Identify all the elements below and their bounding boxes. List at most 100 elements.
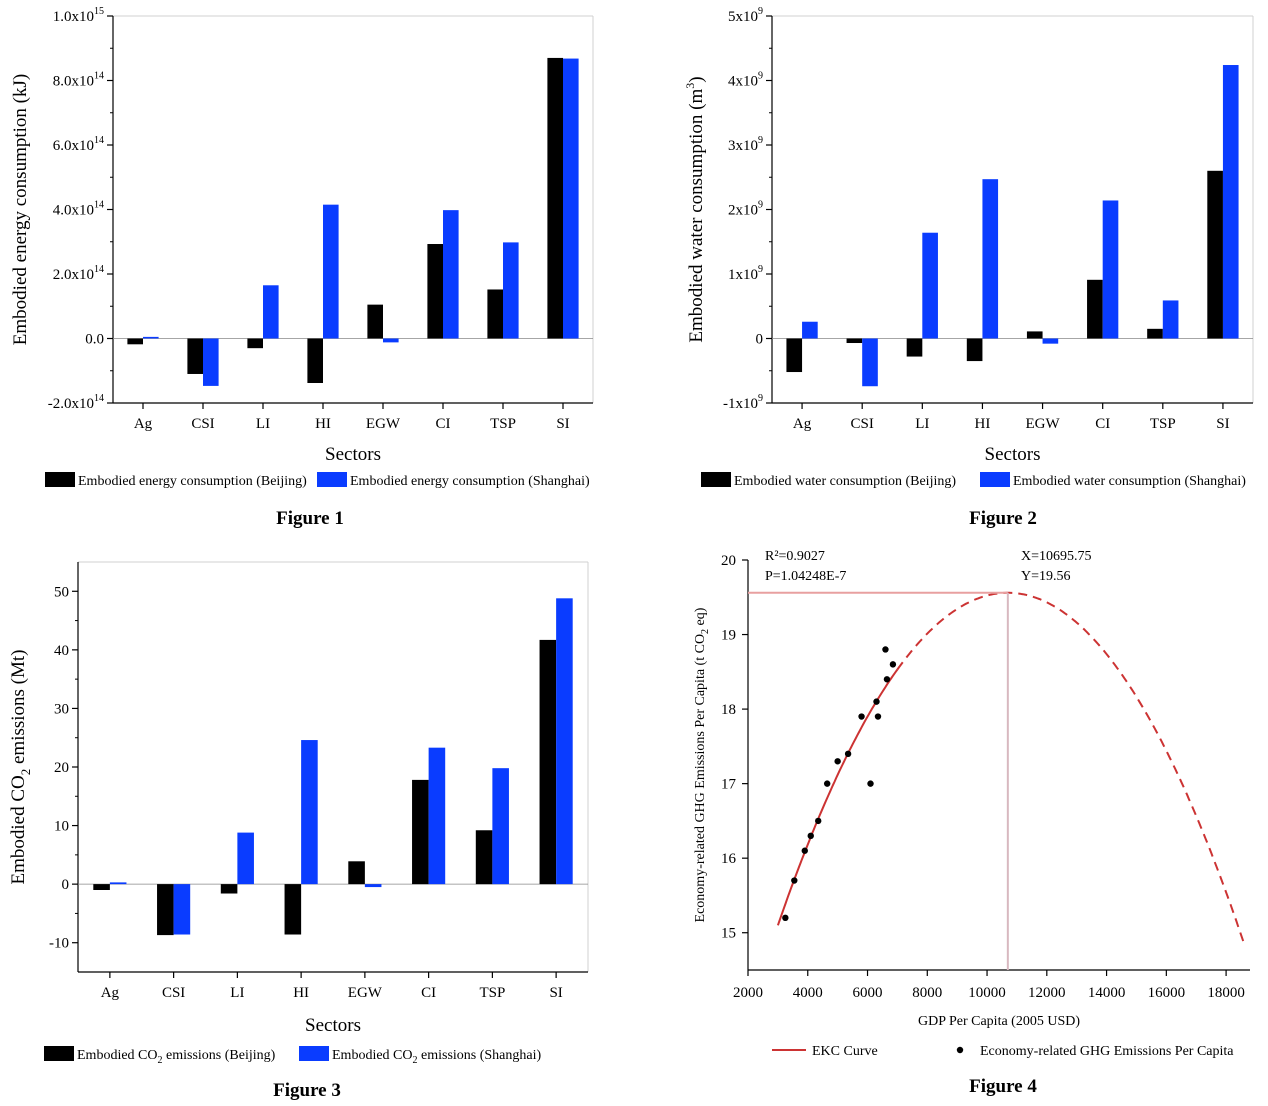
y-tick-label: 19 [721,628,736,644]
y-tick-label: 4.0x1014 [53,200,104,219]
figure-2-bar-chart: -1x109 0 1x109 2x109 3x109 4x109 5x109 Ag CSI LI H… [683,6,1254,489]
y-tick-label: -2.0x1014 [48,393,104,412]
data-point [882,646,889,653]
bar-series-1 [1087,279,1103,339]
x-tick-label: 12000 [1028,985,1066,1001]
legend-label-1: Embodied water consumption (Beijing) [734,474,956,489]
x-tick-label: 16000 [1148,985,1186,1001]
x-axis-label: Sectors [985,444,1041,465]
bar-series-2 [428,747,446,885]
data-point [823,780,831,787]
bar-series-1 [412,779,429,885]
x-axis-label: Sectors [305,1015,361,1036]
y-axis-label: Embodied CO2 emissions (Mt) [8,649,33,884]
y-tick-label: 18 [721,702,736,718]
x-tick-label: 8000 [912,985,942,1001]
bar-series-2 [1102,200,1119,339]
bar-series-2 [237,832,254,885]
y-tick-label: 40 [54,643,69,659]
data-point [815,817,822,825]
annotation-peak-y: Y=19.56 [1021,569,1071,584]
ekc-curve-dashed [896,591,1245,944]
y-axis-label: Embodied water consumption (m3) [683,76,707,342]
x-tick-label: Ag [134,416,153,432]
legend-swatch-1 [701,472,731,487]
bar-series-2 [556,598,573,885]
x-tick-label: SI [549,985,562,1001]
y-tick-label: 4x109 [728,71,763,90]
y-tick-label: 2.0x1014 [53,264,104,283]
legend-point-swatch [956,1046,964,1054]
x-tick-label: 2000 [733,985,763,1001]
legend-curve-label: EKC Curve [812,1044,878,1059]
bar-series-2 [1162,300,1179,339]
x-tick-label: CI [1095,416,1110,432]
bar-series-1 [157,884,174,936]
y-tick-label: 2x109 [728,200,763,219]
bar-series-2 [1222,65,1239,339]
bar-series-2 [922,232,938,339]
y-tick-label: 0.0 [85,332,104,348]
data-point [844,750,852,758]
x-tick-label: HI [315,416,331,432]
bar-series-2 [203,338,219,386]
bar-series-1 [786,338,803,373]
x-tick-label: CI [436,416,451,432]
bar-series-1 [1147,328,1163,339]
caption-figure-3: Figure 3 [273,1080,341,1101]
data-point [889,661,897,668]
legend-swatch-2 [317,472,347,487]
caption-figure-2: Figure 2 [969,508,1037,529]
y-tick-label: 20 [54,760,69,776]
bar-series-1 [906,338,923,357]
bar-series-2 [383,338,399,343]
bar-series-1 [127,338,143,345]
x-tick-label: CI [421,985,436,1001]
bar-series-2 [982,179,999,339]
x-tick-label: EGW [348,985,383,1001]
bar-series-1 [427,244,443,339]
y-tick-label: 20 [721,553,736,569]
y-tick-label: 17 [721,777,737,793]
bar-series-2 [862,338,878,387]
bar-series-2 [109,882,127,885]
legend-label-2: Embodied energy consumption (Shanghai) [350,474,590,489]
bar-series-1 [348,861,365,885]
bar-series-1 [966,338,983,362]
x-tick-label: Ag [793,416,812,432]
data-point [791,877,798,884]
data-point [867,780,874,787]
bar-series-2 [173,884,191,935]
y-tick-label: 50 [54,584,69,600]
legend-label-2: Embodied water consumption (Shanghai) [1013,474,1246,489]
bar-series-1 [187,338,203,374]
x-tick-label: SI [556,416,569,432]
x-tick-label: 14000 [1088,985,1126,1001]
bar-series-2 [503,242,519,339]
bar-series-2 [364,884,382,888]
x-axis-label: Sectors [325,444,381,465]
annotation-p: P=1.04248E-7 [765,569,846,584]
x-tick-label: SI [1216,416,1229,432]
bar-series-1 [367,304,383,339]
x-tick-label: 10000 [968,985,1006,1001]
x-tick-label: 4000 [793,985,823,1001]
bar-series-1 [220,884,238,894]
y-axis-label: Embodied energy consumption (kJ) [10,74,31,345]
bar-series-1 [1026,331,1043,339]
bar-series-2 [492,768,509,885]
legend-swatch-1 [45,472,75,487]
y-tick-label: 10 [54,819,69,835]
x-tick-label: EGW [366,416,401,432]
bar-series-1 [247,338,263,349]
x-tick-label: Ag [101,985,120,1001]
legend-label-2: Embodied CO2 emissions (Shanghai) [332,1048,541,1066]
x-tick-label: HI [293,985,309,1001]
bar-series-2 [443,210,459,339]
bar-series-2 [143,336,159,339]
y-tick-label: 8.0x1014 [53,71,104,90]
bar-series-1 [539,639,557,885]
legend-swatch-2 [980,472,1010,487]
bar-series-1 [547,57,563,339]
